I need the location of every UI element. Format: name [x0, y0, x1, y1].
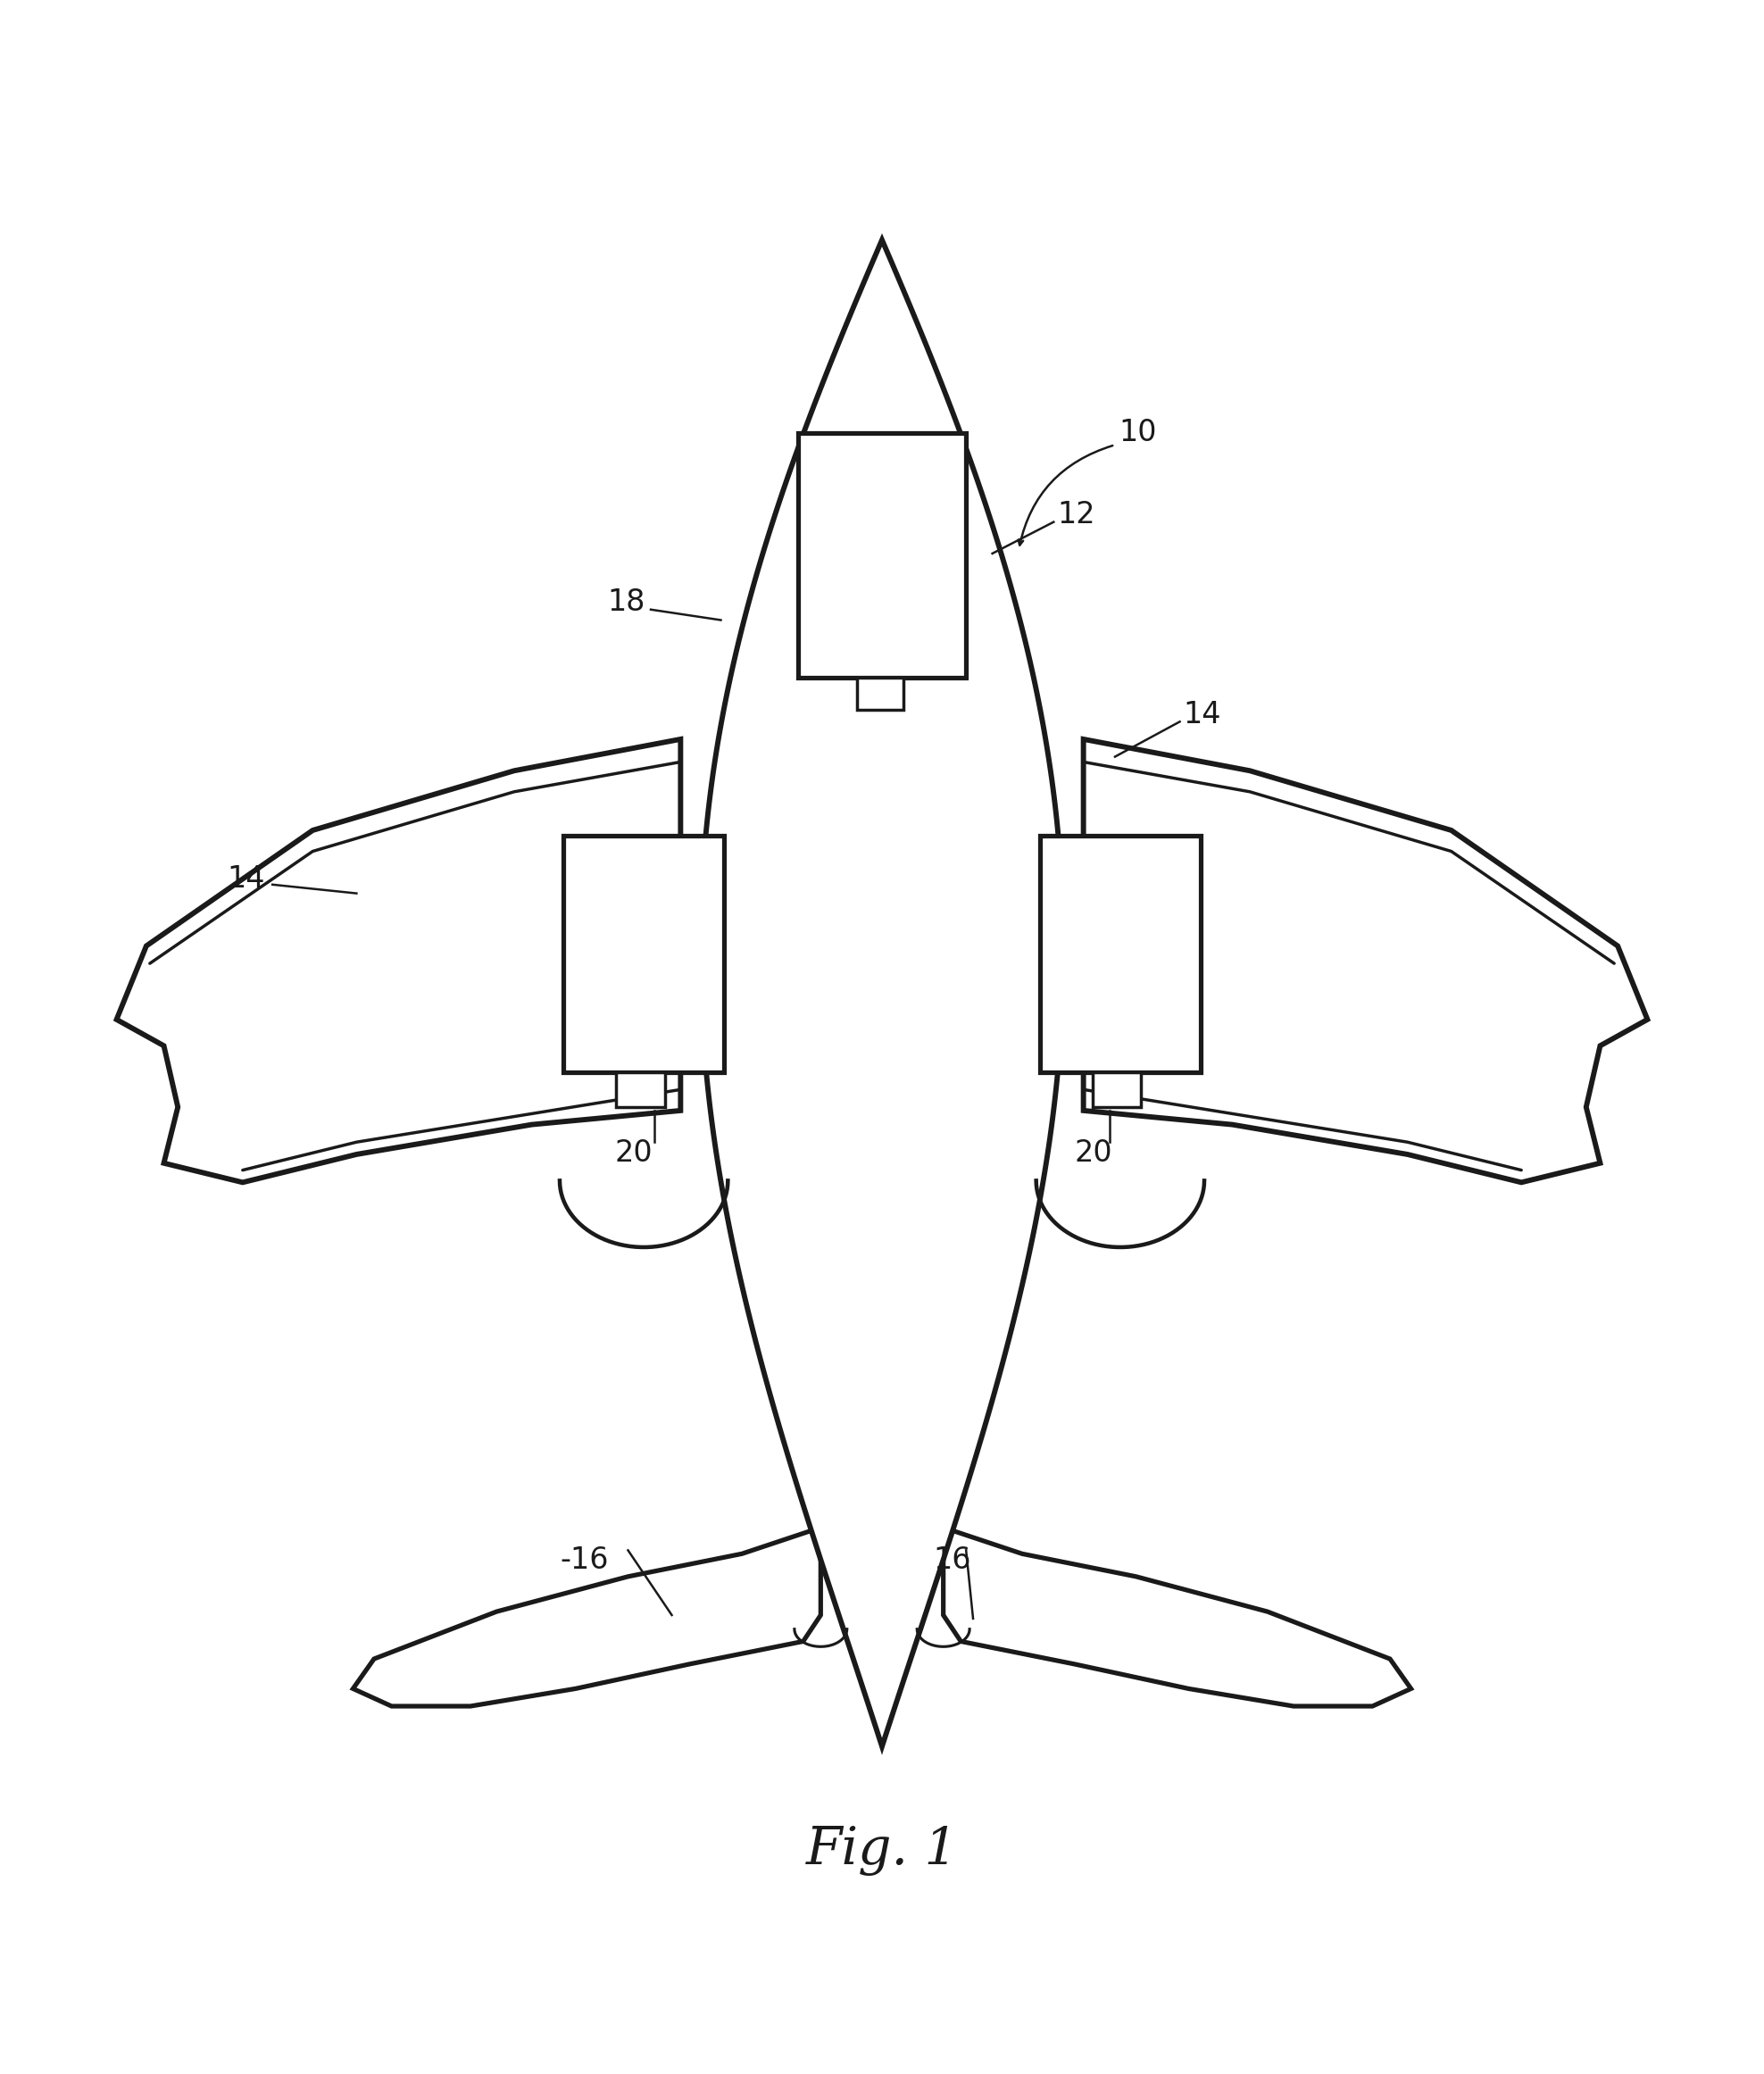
Bar [857, 678, 903, 709]
Bar [616, 1072, 665, 1108]
Text: 16: 16 [933, 1545, 970, 1574]
Text: 12: 12 [1057, 500, 1095, 529]
Text: 20: 20 [614, 1139, 653, 1168]
Bar [797, 433, 967, 678]
Bar [1094, 1072, 1141, 1108]
Polygon shape [944, 1529, 1411, 1707]
Bar [1039, 836, 1201, 1072]
Text: 14: 14 [228, 865, 265, 894]
Polygon shape [353, 1529, 820, 1707]
Polygon shape [1083, 738, 1648, 1182]
Polygon shape [700, 241, 1064, 1746]
Text: Fig. 1: Fig. 1 [806, 1825, 958, 1875]
Text: 14: 14 [1184, 699, 1221, 730]
Bar [563, 836, 725, 1072]
Text: 18: 18 [609, 587, 646, 618]
Text: 10: 10 [1118, 417, 1157, 448]
Text: -16: -16 [559, 1545, 609, 1574]
Polygon shape [116, 738, 681, 1182]
Text: 20: 20 [1074, 1139, 1113, 1168]
